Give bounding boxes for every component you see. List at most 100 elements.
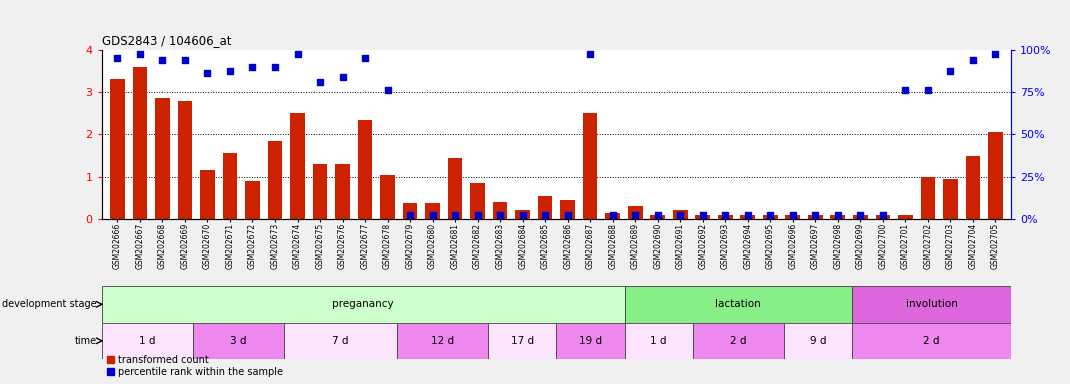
Point <box>244 64 261 70</box>
Bar <box>447 158 462 219</box>
Bar <box>335 164 350 219</box>
Bar <box>852 286 1011 323</box>
Point <box>717 212 734 218</box>
Legend: transformed count, percentile rank within the sample: transformed count, percentile rank withi… <box>107 355 284 377</box>
Point <box>356 55 373 61</box>
Bar <box>988 132 1003 219</box>
Point <box>109 55 126 61</box>
Text: development stage: development stage <box>2 299 97 310</box>
Bar <box>102 323 193 359</box>
Point <box>132 51 149 57</box>
Text: 9 d: 9 d <box>810 336 826 346</box>
Bar <box>763 215 778 219</box>
Bar <box>628 206 642 219</box>
Point <box>762 212 779 218</box>
Point <box>964 58 981 64</box>
Point <box>334 74 351 81</box>
Point <box>560 212 577 218</box>
Bar <box>875 215 890 219</box>
Bar <box>178 101 193 219</box>
Bar <box>693 323 784 359</box>
Point <box>221 68 239 74</box>
Bar <box>625 323 693 359</box>
Text: 3 d: 3 d <box>230 336 246 346</box>
Text: lactation: lactation <box>716 299 761 310</box>
Point <box>649 212 667 218</box>
Bar <box>223 154 238 219</box>
Point <box>897 87 914 93</box>
Point <box>266 64 284 70</box>
Text: time: time <box>75 336 97 346</box>
Bar <box>583 113 597 219</box>
Bar <box>155 99 170 219</box>
Bar <box>808 215 823 219</box>
Point <box>514 212 531 218</box>
Bar <box>718 215 733 219</box>
Bar <box>673 210 688 219</box>
Bar <box>783 323 852 359</box>
Bar <box>471 183 485 219</box>
Bar <box>785 215 800 219</box>
Bar <box>830 215 845 219</box>
Bar <box>402 203 417 219</box>
Point <box>401 212 418 218</box>
Bar <box>245 181 260 219</box>
Point <box>829 212 846 218</box>
Text: 2 d: 2 d <box>923 336 939 346</box>
Point <box>446 212 463 218</box>
Point <box>536 212 553 218</box>
Point <box>379 87 396 93</box>
Bar <box>397 323 488 359</box>
Bar <box>380 175 395 219</box>
Bar <box>625 286 852 323</box>
Bar <box>696 215 710 219</box>
Point <box>289 51 306 57</box>
Text: GDS2843 / 104606_at: GDS2843 / 104606_at <box>102 34 231 47</box>
Bar <box>898 215 913 219</box>
Point <box>784 212 801 218</box>
Point <box>469 212 486 218</box>
Bar <box>943 179 958 219</box>
Bar <box>853 215 868 219</box>
Bar <box>290 113 305 219</box>
Point <box>919 87 936 93</box>
Bar <box>312 164 327 219</box>
Point <box>311 79 328 85</box>
Point <box>605 212 622 218</box>
Text: 12 d: 12 d <box>431 336 455 346</box>
Point <box>154 58 171 64</box>
Point <box>807 212 824 218</box>
Point <box>672 212 689 218</box>
Bar <box>488 323 556 359</box>
Point <box>627 212 644 218</box>
Point <box>987 51 1004 57</box>
Text: preganancy: preganancy <box>333 299 394 310</box>
Point <box>694 212 712 218</box>
Text: 17 d: 17 d <box>510 336 534 346</box>
Point <box>199 70 216 76</box>
Bar <box>110 79 125 219</box>
Bar <box>538 196 552 219</box>
Bar <box>284 323 397 359</box>
Text: 1 d: 1 d <box>139 336 155 346</box>
Bar <box>193 323 284 359</box>
Text: 7 d: 7 d <box>332 336 349 346</box>
Bar <box>561 200 575 219</box>
Point <box>177 58 194 64</box>
Bar <box>556 323 625 359</box>
Bar <box>740 215 755 219</box>
Bar <box>268 141 282 219</box>
Point <box>852 212 869 218</box>
Point <box>739 212 756 218</box>
Point <box>582 51 599 57</box>
Bar <box>606 213 620 219</box>
Bar <box>493 202 507 219</box>
Bar <box>133 67 148 219</box>
Bar <box>852 323 1011 359</box>
Bar <box>965 156 980 219</box>
Bar <box>651 215 666 219</box>
Text: 2 d: 2 d <box>730 336 747 346</box>
Bar <box>200 170 215 219</box>
Text: involution: involution <box>905 299 958 310</box>
Text: 19 d: 19 d <box>579 336 602 346</box>
